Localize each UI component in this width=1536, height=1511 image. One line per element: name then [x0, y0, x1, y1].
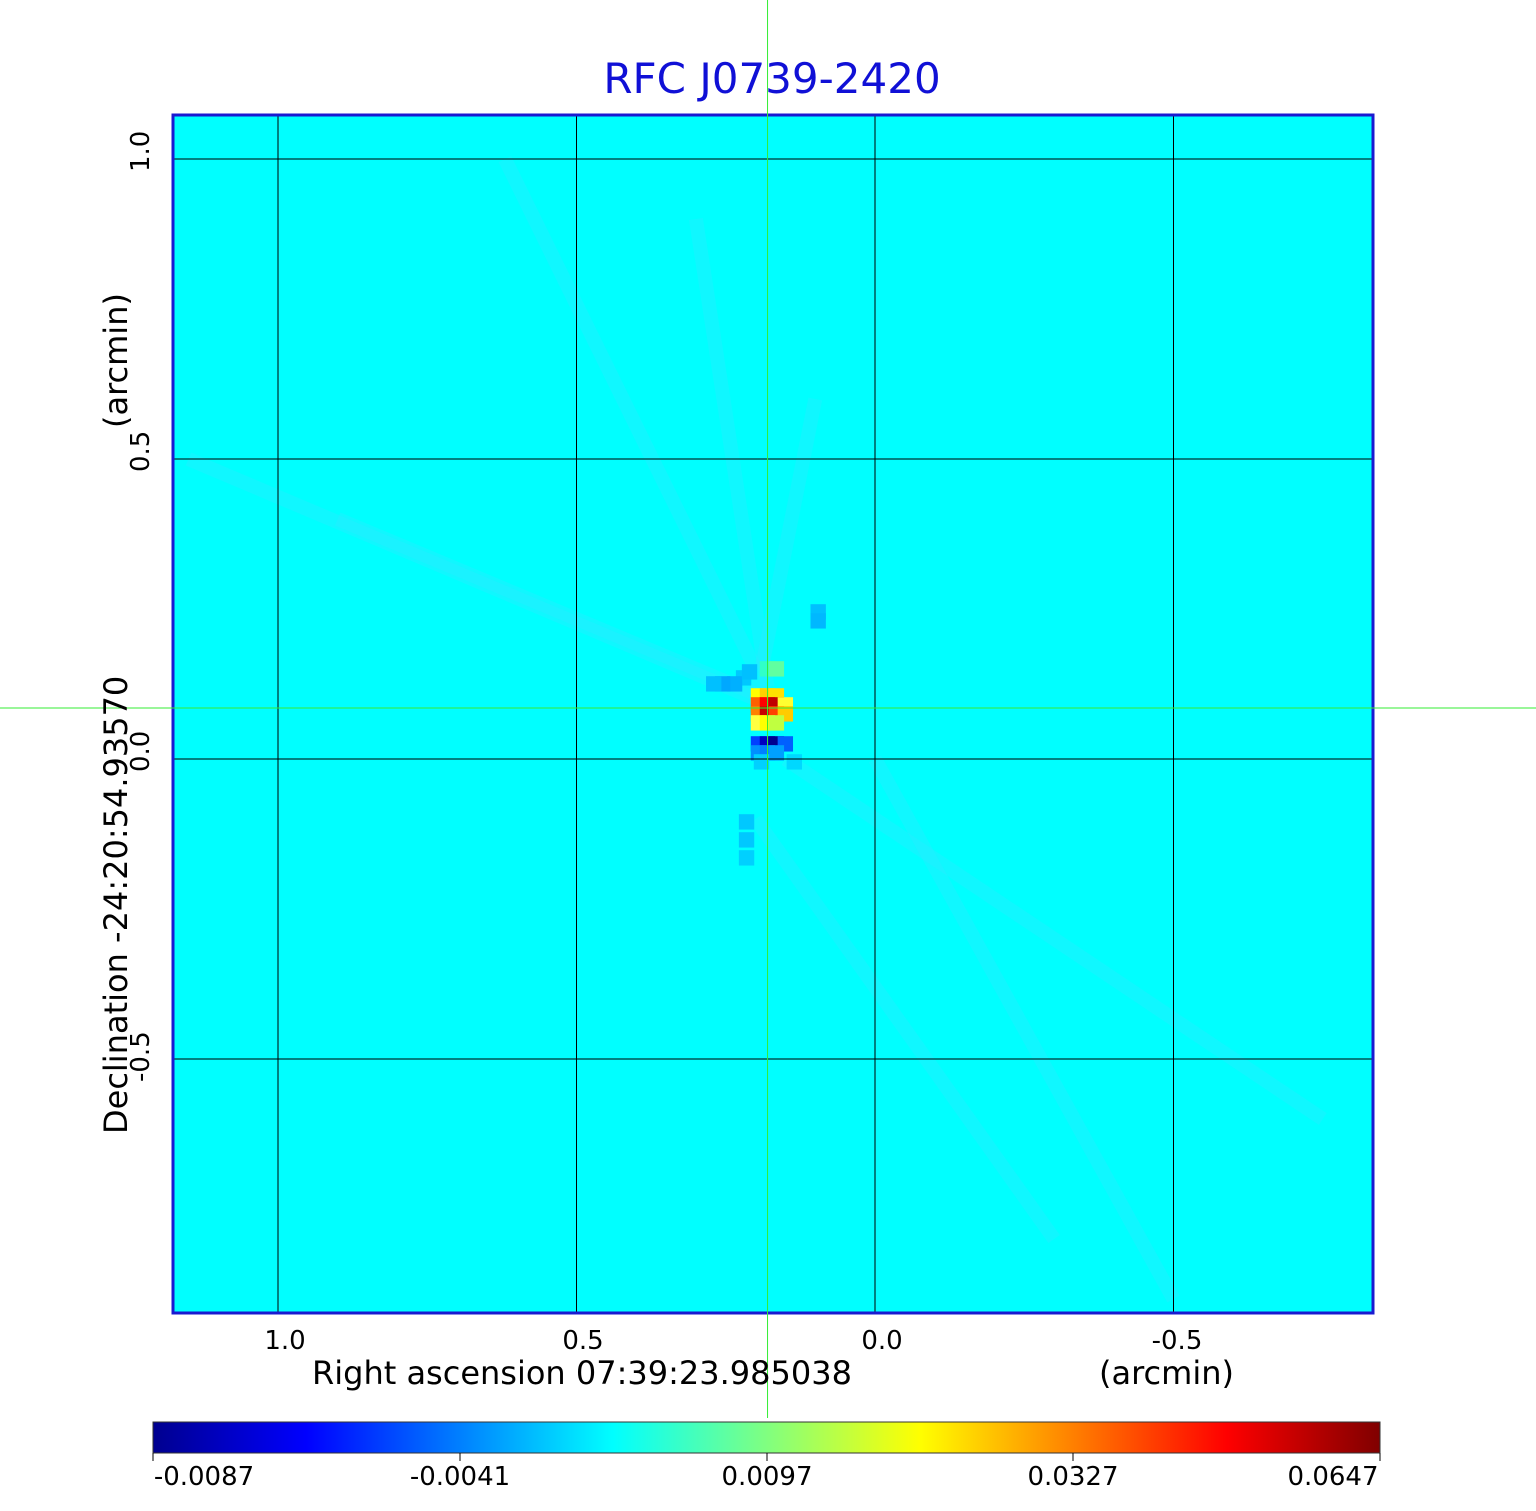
y-axis-label: Declination -24:20:54.93570	[97, 675, 135, 1134]
image-pixel	[706, 676, 722, 692]
colorbar-tick-label: 0.0327	[1027, 1462, 1119, 1492]
image-pixel	[810, 613, 826, 629]
colorbar	[152, 1421, 1381, 1454]
texture-streak	[498, 155, 762, 673]
image-pixel	[738, 832, 755, 848]
texture-streak	[749, 814, 1060, 1244]
image-pixel	[768, 661, 785, 677]
image-pixel	[768, 745, 785, 761]
x-axis-unit: (arcmin)	[1099, 1354, 1234, 1392]
y-tick-label: 1.0	[126, 130, 156, 172]
image-pixel	[738, 850, 755, 866]
image-pixel	[726, 676, 743, 692]
colorbar-tick-label: -0.0041	[409, 1462, 511, 1492]
image-pixel	[741, 664, 758, 680]
colorbar-tick-label: 0.0647	[1287, 1462, 1379, 1492]
image-pixel	[738, 814, 755, 830]
chart-title: RFC J0739-2420	[603, 54, 941, 103]
x-axis-label: Right ascension 07:39:23.985038	[312, 1354, 852, 1392]
y-tick-label: 0.5	[126, 430, 156, 472]
coordinate-grid	[173, 115, 1373, 1313]
crosshair	[0, 0, 1536, 1418]
plot-frame	[171, 113, 1375, 1315]
image-pixel	[753, 754, 770, 770]
x-tick-label: 0.0	[861, 1326, 903, 1356]
texture-streak	[748, 397, 823, 701]
colorbar-tick-marks	[152, 1453, 1381, 1461]
texture-streak	[688, 217, 775, 689]
texture-streak	[185, 452, 759, 706]
image-pixel	[768, 715, 785, 731]
x-tick-label: 1.0	[264, 1326, 306, 1356]
colorbar-tick-label: -0.0087	[153, 1462, 255, 1492]
image-pixel	[786, 754, 802, 770]
x-tick-label: -0.5	[1151, 1326, 1203, 1356]
texture-streak	[868, 755, 1180, 1303]
y-axis-unit: (arcmin)	[97, 293, 135, 428]
x-tick-label: 0.5	[562, 1326, 604, 1356]
colorbar-tick-label: 0.0097	[721, 1462, 813, 1492]
texture-streak	[334, 512, 771, 706]
